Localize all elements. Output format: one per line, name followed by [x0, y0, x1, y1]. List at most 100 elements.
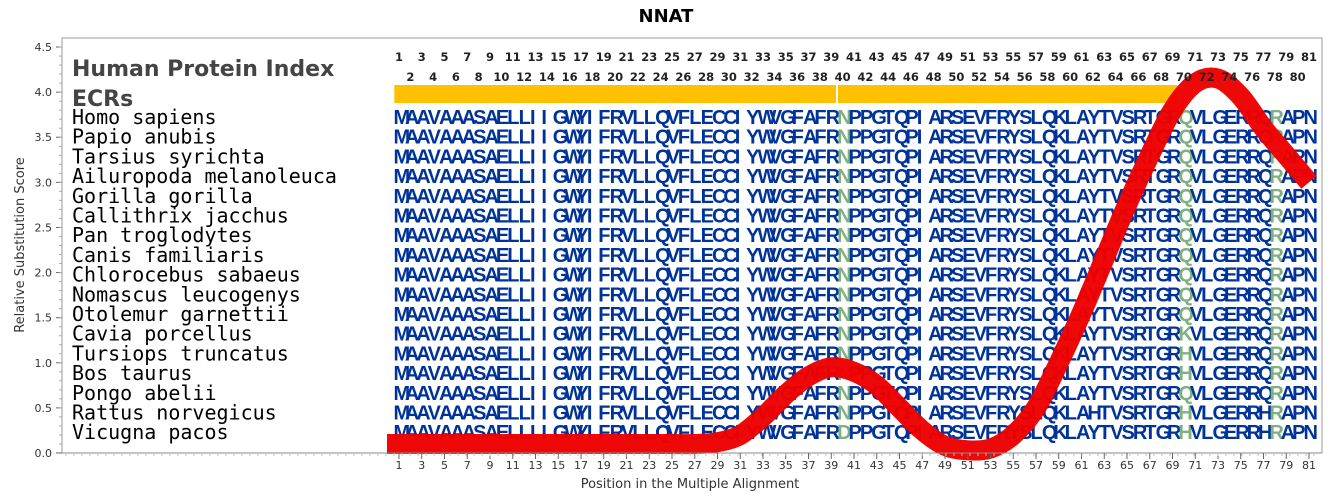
residue: A [462, 343, 476, 365]
residue: V [621, 166, 635, 188]
residue: I [917, 146, 922, 168]
top-odd-number: 37 [800, 50, 816, 64]
residue: E [701, 363, 714, 385]
residue: I [541, 403, 546, 425]
residue: R [610, 146, 625, 168]
residue: T [1099, 403, 1111, 425]
residue: R [1247, 324, 1262, 346]
species-label: Gorilla gorilla [72, 184, 253, 208]
residue: E [1224, 284, 1237, 306]
x-tick-label: 11 [506, 459, 520, 472]
x-tick-label: 59 [1052, 459, 1066, 472]
residue: I [587, 324, 592, 346]
residue: P [860, 146, 873, 168]
x-tick-label: 65 [1120, 459, 1134, 472]
top-even-number: 74 [1221, 70, 1237, 84]
residue: E [1224, 127, 1237, 149]
residue: R [610, 127, 625, 149]
residue: F [598, 284, 610, 306]
residue: T [1099, 422, 1111, 444]
residue: P [1292, 107, 1305, 129]
y-axis: 0.0 0.5 1.0 1.5 2.0 2.5 3.0 3.5 4.0 4.5 [35, 41, 62, 460]
residue: S [473, 403, 486, 425]
species-label: Pongo abelii [72, 381, 217, 405]
residue: R [1269, 422, 1284, 444]
residue: Y [1008, 186, 1022, 208]
residue: T [1099, 127, 1111, 149]
top-odd-number: 31 [732, 50, 748, 64]
residue: V [974, 265, 988, 287]
x-tick-label: 47 [915, 459, 929, 472]
residue: I [541, 343, 546, 365]
residue: I [587, 127, 592, 149]
residue: L [632, 107, 644, 129]
residue: Y [1008, 206, 1022, 228]
residue: L [644, 206, 656, 228]
residue: V [428, 186, 442, 208]
residue: S [1122, 146, 1135, 168]
residue: E [496, 383, 509, 405]
residue: I [917, 245, 922, 267]
residue: P [1292, 127, 1305, 149]
residue: I [917, 166, 922, 188]
residue: F [598, 324, 610, 346]
residue: G [871, 206, 886, 228]
x-axis-label: Position in the Multiple Alignment [581, 477, 800, 492]
residue: S [1019, 324, 1032, 346]
residue: W [758, 225, 777, 247]
residue: A [439, 166, 453, 188]
residue: F [678, 304, 690, 326]
residue: C [712, 284, 726, 306]
residue: Q [894, 343, 909, 365]
residue: N [1304, 225, 1318, 247]
residue: I [587, 146, 592, 168]
residue: V [769, 245, 783, 267]
y-tick-label: 1.5 [35, 312, 53, 325]
residue: F [814, 422, 826, 444]
residue: S [1122, 403, 1135, 425]
residue: L [689, 225, 701, 247]
residue: G [780, 225, 795, 247]
top-odd-number: 11 [505, 50, 521, 64]
top-odd-number: 45 [891, 50, 907, 64]
residue: V [769, 343, 783, 365]
residue: C [712, 324, 726, 346]
residue: T [1144, 403, 1156, 425]
residue: Y [576, 206, 590, 228]
residue: N [837, 265, 851, 287]
residue: G [1213, 363, 1228, 385]
top-even-number: 26 [675, 70, 691, 84]
residue: I [917, 363, 922, 385]
residue: E [962, 403, 975, 425]
residue: Q [655, 146, 670, 168]
residue: F [985, 127, 997, 149]
residue: G [1156, 324, 1171, 346]
residue: F [792, 245, 804, 267]
top-odd-number: 23 [641, 50, 657, 64]
residue: E [1224, 422, 1237, 444]
top-position-numbers: 1 3 5 7 9 11 13 15 17 19 21 23 25 27 29 31 33 35 37 39 41 43 4… [395, 50, 1317, 84]
residue: I [530, 206, 535, 228]
residue: F [814, 107, 826, 129]
residue: G [780, 166, 795, 188]
residue: E [701, 127, 714, 149]
residue: R [610, 107, 625, 129]
residue: Y [746, 146, 760, 168]
residue: V [667, 304, 681, 326]
residue: R [940, 324, 955, 346]
residue: R [610, 225, 625, 247]
residue: P [849, 265, 862, 287]
residue: I [917, 265, 922, 287]
residue: Y [576, 284, 590, 306]
residue: A [416, 265, 430, 287]
residue: Y [1008, 166, 1022, 188]
residue: A [1281, 206, 1295, 228]
residue: A [803, 284, 817, 306]
residue: Q [655, 107, 670, 129]
residue: V [974, 186, 988, 208]
residue: I [541, 265, 546, 287]
residue: L [1065, 107, 1077, 129]
top-odd-number: 79 [1278, 50, 1294, 64]
residue: V [769, 107, 783, 129]
residue: V [974, 304, 988, 326]
